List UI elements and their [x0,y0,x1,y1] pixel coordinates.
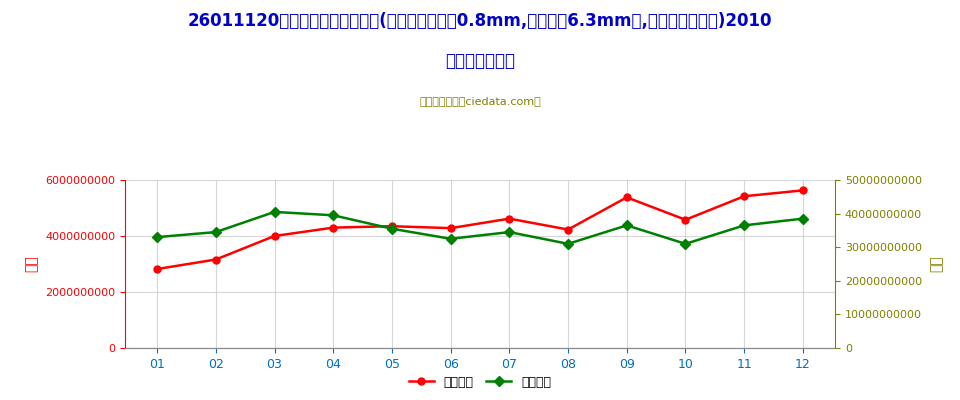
进口数量 [269,210,280,214]
进口美元 [327,225,339,230]
Text: 年进口月度走势: 年进口月度走势 [445,52,515,70]
进口美元 [738,194,750,199]
进口数量 [563,242,574,246]
进口数量 [210,230,222,234]
进口数量 [797,216,808,221]
进口美元 [386,224,397,228]
进口美元 [269,234,280,238]
进口美元 [680,217,691,222]
进口美元 [210,257,222,262]
进口美元 [504,216,516,221]
进口数量 [680,242,691,246]
进口美元 [563,227,574,232]
Text: 进出口服务网（ciedata.com）: 进出口服务网（ciedata.com） [420,96,540,106]
进口美元 [621,195,633,200]
Y-axis label: 数量: 数量 [929,256,943,272]
Line: 进口美元: 进口美元 [154,187,806,272]
Legend: 进口美元, 进口数量: 进口美元, 进口数量 [404,371,556,394]
进口美元 [797,188,808,193]
进口数量 [152,235,163,240]
进口美元 [152,267,163,272]
进口美元 [444,226,456,230]
Y-axis label: 金额: 金额 [24,256,38,272]
进口数量 [738,223,750,228]
进口数量 [621,223,633,228]
进口数量 [444,236,456,241]
Text: 26011120未烧结铁矿砂及其精矿(平均粒度不小于0.8mm,但不大于6.3mm的,焙烧黄铁矿除外)2010: 26011120未烧结铁矿砂及其精矿(平均粒度不小于0.8mm,但不大于6.3m… [188,12,772,30]
进口数量 [386,226,397,231]
进口数量 [504,230,516,234]
Line: 进口数量: 进口数量 [154,208,806,247]
进口数量 [327,213,339,218]
